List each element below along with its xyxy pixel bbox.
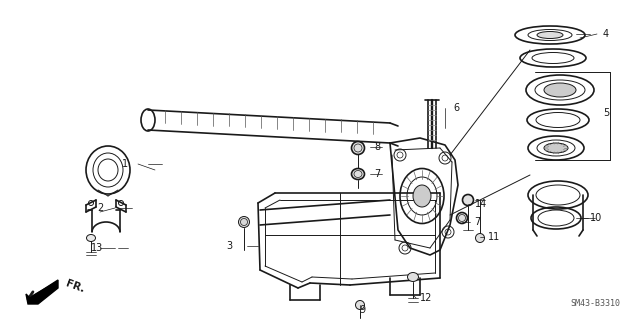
Ellipse shape [239, 217, 250, 227]
Ellipse shape [463, 195, 474, 205]
Text: 4: 4 [603, 29, 609, 39]
Text: 7: 7 [374, 169, 380, 179]
Ellipse shape [351, 168, 365, 180]
Ellipse shape [86, 234, 95, 241]
Text: 2: 2 [97, 203, 103, 213]
Ellipse shape [355, 300, 365, 309]
Ellipse shape [537, 32, 563, 39]
Text: SM43-B3310: SM43-B3310 [570, 299, 620, 308]
Ellipse shape [408, 272, 419, 281]
Ellipse shape [351, 142, 365, 154]
Text: 5: 5 [603, 108, 609, 118]
Text: 7: 7 [474, 217, 480, 227]
Text: 10: 10 [590, 213, 602, 223]
Text: 13: 13 [91, 243, 103, 253]
Text: FR.: FR. [64, 278, 86, 294]
Polygon shape [26, 280, 58, 304]
Text: 3: 3 [226, 241, 232, 251]
Ellipse shape [544, 83, 576, 97]
Ellipse shape [544, 143, 568, 153]
Text: 11: 11 [488, 232, 500, 242]
Ellipse shape [413, 185, 431, 207]
Ellipse shape [476, 234, 484, 242]
Text: 9: 9 [359, 305, 365, 315]
Text: 8: 8 [374, 142, 380, 152]
Text: 6: 6 [453, 103, 459, 113]
Ellipse shape [456, 212, 467, 224]
Text: 1: 1 [122, 159, 128, 169]
Text: 14: 14 [475, 199, 487, 209]
Text: 12: 12 [420, 293, 433, 303]
